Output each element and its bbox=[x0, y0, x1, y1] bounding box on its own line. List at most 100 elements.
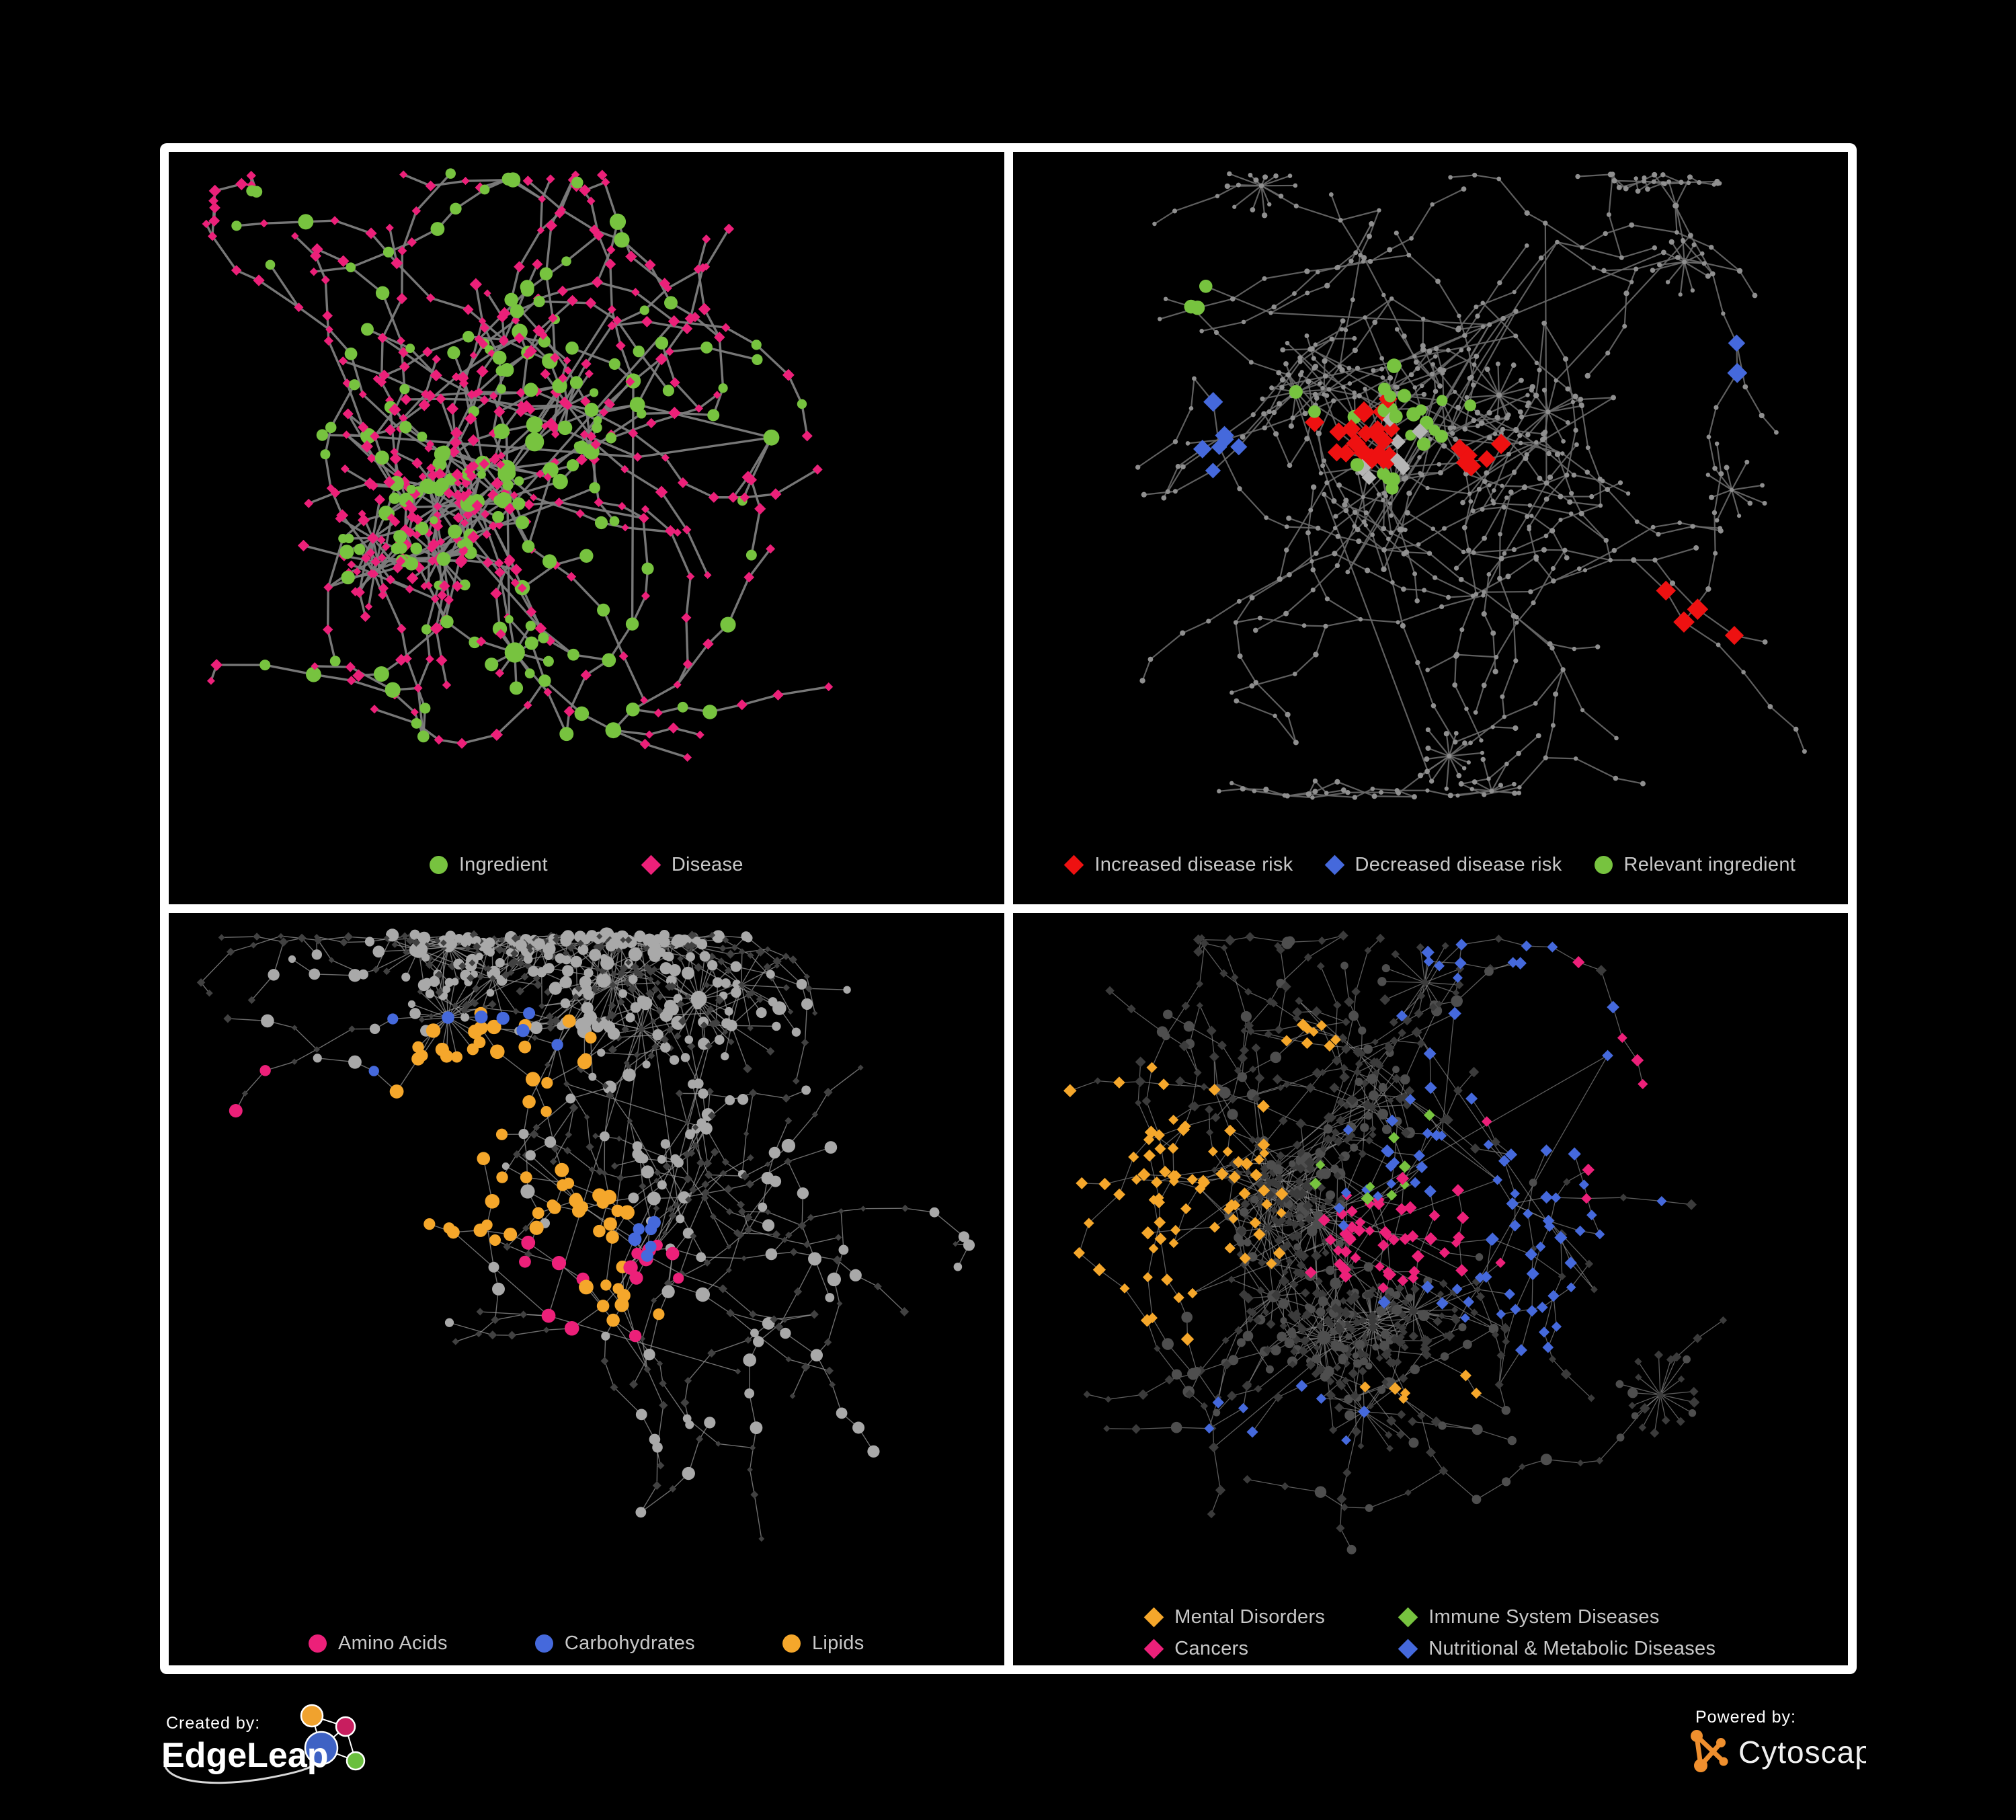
network-edge bbox=[524, 951, 544, 978]
network-node bbox=[1172, 439, 1178, 444]
network-edge bbox=[538, 300, 592, 305]
network-edge bbox=[333, 219, 372, 235]
network-node bbox=[1562, 356, 1568, 362]
network-node bbox=[472, 984, 481, 993]
network-edge bbox=[1348, 368, 1383, 385]
network-edge bbox=[1188, 1004, 1201, 1045]
network-edge bbox=[680, 1189, 694, 1220]
network-node bbox=[764, 1209, 771, 1216]
network-edge bbox=[1188, 1026, 1223, 1046]
network-edge bbox=[1620, 247, 1655, 259]
network-node bbox=[781, 1138, 796, 1153]
network-node bbox=[1313, 342, 1318, 347]
network-node bbox=[551, 1144, 559, 1153]
network-edge bbox=[1666, 261, 1685, 283]
network-node bbox=[425, 960, 434, 970]
network-edge bbox=[492, 978, 503, 1019]
network-node bbox=[531, 1035, 538, 1041]
network-edge bbox=[1228, 173, 1262, 187]
network-edge bbox=[1476, 411, 1502, 434]
network-edge bbox=[1498, 177, 1528, 214]
network-node bbox=[450, 426, 463, 440]
network-edge bbox=[1395, 232, 1410, 256]
network-node bbox=[520, 972, 529, 981]
network-edge bbox=[1078, 1222, 1089, 1254]
network-node bbox=[1425, 485, 1430, 491]
network-node bbox=[489, 391, 498, 401]
network-node bbox=[410, 543, 423, 555]
network-edge bbox=[1417, 527, 1445, 545]
network-node bbox=[953, 1262, 963, 1271]
network-edge bbox=[1586, 446, 1601, 480]
network-node bbox=[562, 1014, 576, 1028]
network-edge bbox=[1307, 793, 1355, 799]
network-node bbox=[1424, 745, 1430, 751]
network-edge bbox=[1457, 376, 1472, 409]
network-node bbox=[411, 717, 422, 729]
network-edge bbox=[750, 508, 762, 557]
network-edge bbox=[689, 266, 704, 320]
network-edge bbox=[1340, 1472, 1348, 1500]
network-node bbox=[756, 1007, 767, 1019]
network-node bbox=[1641, 179, 1646, 184]
network-edge bbox=[1441, 594, 1484, 608]
network-node bbox=[963, 1239, 975, 1251]
network-node bbox=[1287, 463, 1292, 469]
network-edge bbox=[1604, 224, 1632, 235]
network-node bbox=[1406, 252, 1411, 258]
network-edge bbox=[1498, 578, 1515, 617]
network-edge bbox=[1507, 441, 1537, 455]
network-edge bbox=[1371, 1078, 1397, 1108]
network-node bbox=[532, 975, 540, 982]
network-node bbox=[1504, 573, 1511, 580]
network-node bbox=[475, 1330, 483, 1337]
network-edge bbox=[1657, 525, 1693, 535]
network-node bbox=[467, 389, 477, 399]
network-node bbox=[1549, 645, 1555, 651]
network-node bbox=[1713, 405, 1719, 410]
network-edge bbox=[200, 951, 231, 983]
network-node bbox=[440, 1050, 453, 1063]
network-node bbox=[1436, 462, 1441, 467]
network-node bbox=[464, 945, 471, 952]
network-node bbox=[1411, 423, 1428, 440]
network-edge bbox=[713, 1216, 738, 1234]
network-node bbox=[721, 978, 731, 988]
network-node bbox=[1481, 611, 1487, 617]
network-edge bbox=[1197, 939, 1230, 941]
network-edges bbox=[1137, 173, 1805, 799]
network-node bbox=[1481, 792, 1486, 797]
network-edge bbox=[1389, 532, 1430, 555]
network-edge bbox=[641, 1029, 647, 1066]
network-node bbox=[1545, 450, 1551, 457]
network-node bbox=[748, 1089, 758, 1098]
network-node bbox=[675, 1089, 684, 1098]
network-node bbox=[1346, 366, 1351, 370]
network-node bbox=[1597, 476, 1603, 482]
network-node bbox=[510, 957, 519, 967]
network-node bbox=[323, 582, 333, 592]
network-node bbox=[406, 484, 416, 494]
network-node bbox=[1287, 173, 1292, 178]
network-edge bbox=[1293, 1283, 1301, 1327]
network-node bbox=[593, 1224, 606, 1238]
network-node bbox=[1545, 409, 1550, 415]
network-node bbox=[641, 505, 650, 514]
network-node bbox=[1720, 311, 1726, 316]
network-edge bbox=[1761, 414, 1777, 434]
network-edge bbox=[1343, 504, 1367, 514]
network-node bbox=[1793, 726, 1798, 732]
network-node bbox=[1435, 278, 1441, 284]
network-node bbox=[685, 1420, 694, 1429]
network-node bbox=[428, 538, 440, 551]
network-node bbox=[1332, 526, 1337, 530]
network-node bbox=[1533, 701, 1538, 706]
network-node bbox=[1355, 365, 1360, 371]
network-edge bbox=[1703, 262, 1740, 272]
network-node bbox=[643, 963, 652, 972]
network-edge bbox=[784, 1333, 817, 1356]
network-node bbox=[1478, 738, 1484, 743]
network-edge bbox=[1414, 1355, 1445, 1370]
network-node bbox=[664, 524, 676, 537]
network-edge bbox=[1572, 401, 1576, 432]
